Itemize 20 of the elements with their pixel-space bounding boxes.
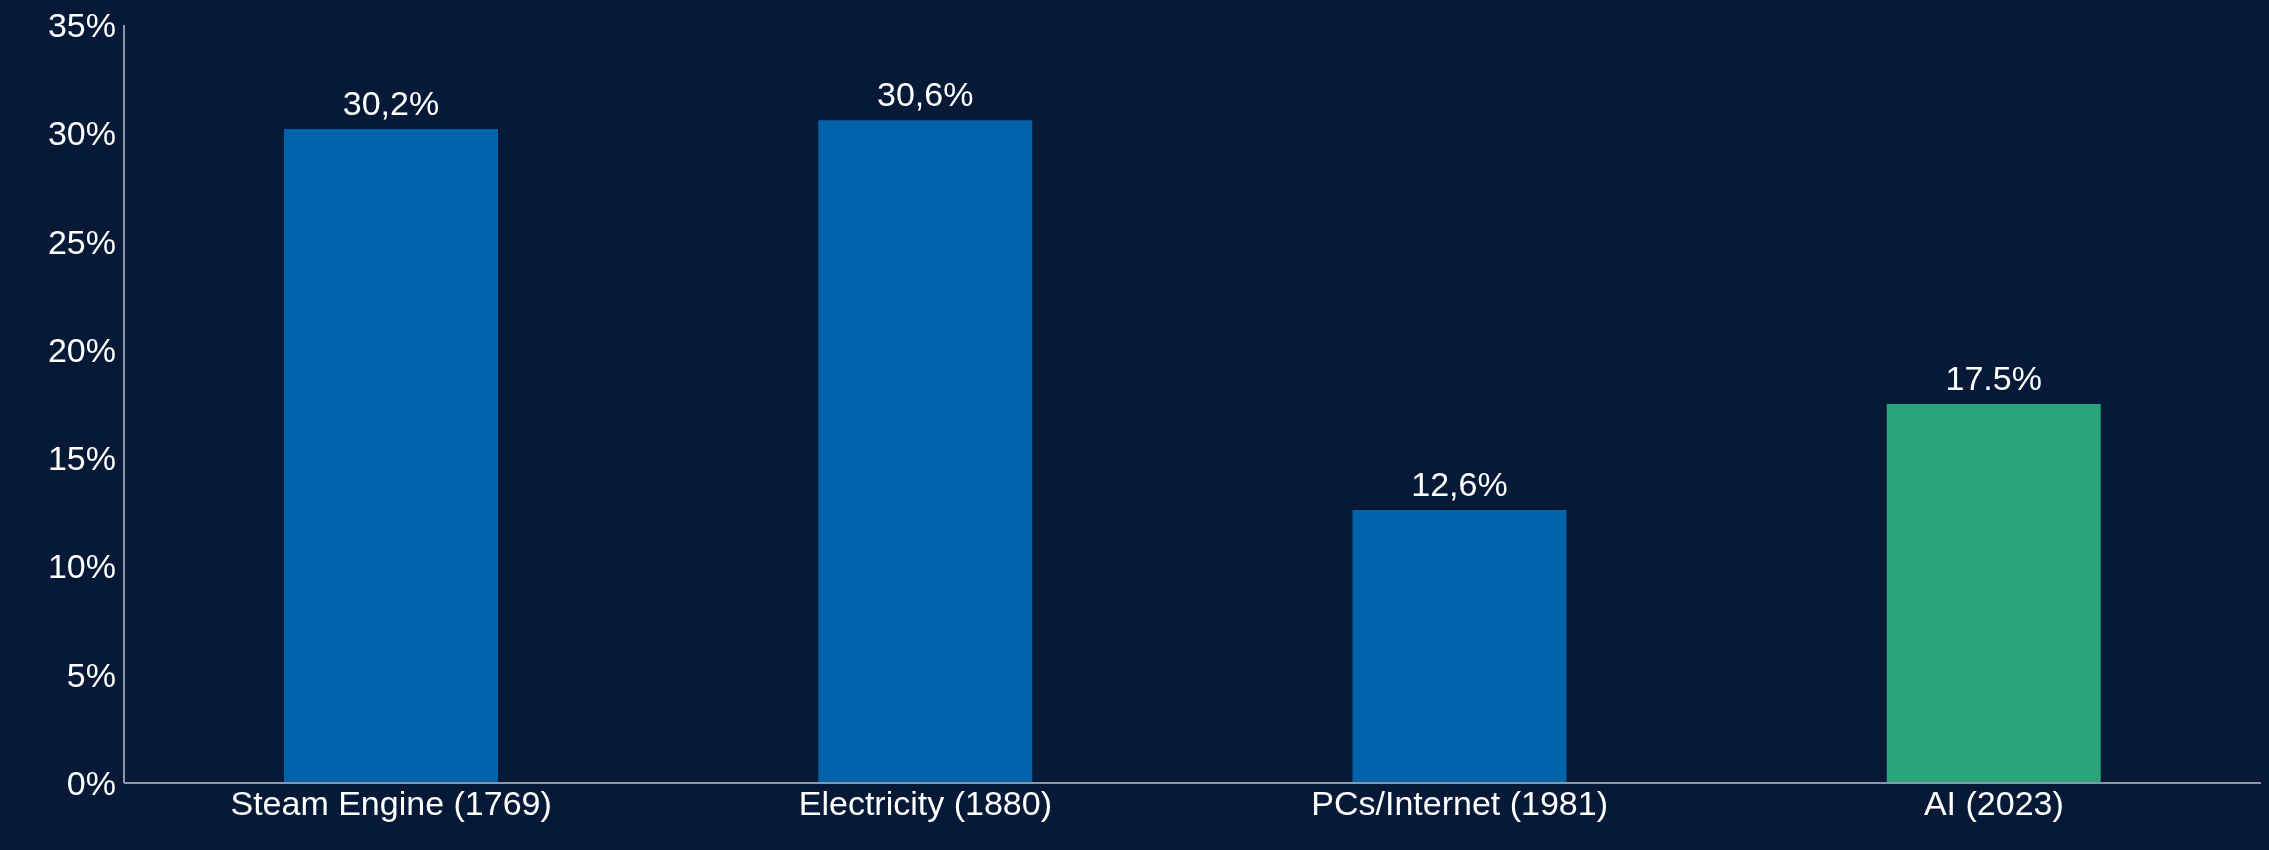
x-tick-label: AI (2023) <box>1923 784 2064 823</box>
y-tick-label: 30% <box>47 114 116 153</box>
x-tick-label: Electricity (1880) <box>798 784 1052 823</box>
x-tick-label: Steam Engine (1769) <box>230 784 552 823</box>
data-label: 30,6% <box>877 75 974 114</box>
bar <box>818 120 1033 783</box>
bar <box>1886 404 2101 783</box>
data-label: 30,2% <box>342 83 440 122</box>
data-label: 12,6% <box>1411 465 1508 504</box>
y-tick-label: 10% <box>47 547 116 586</box>
y-tick-label: 25% <box>47 222 116 261</box>
y-tick-label: 15% <box>47 439 116 478</box>
y-tick-label: 5% <box>66 655 116 694</box>
y-tick-label: 0% <box>66 764 116 803</box>
data-label: 17.5% <box>1945 359 2042 397</box>
bar <box>284 128 498 783</box>
y-tick-label: 35% <box>47 6 116 45</box>
x-tick-label: PCs/Internet (1981) <box>1311 784 1608 823</box>
y-tick-label: 20% <box>47 330 116 369</box>
bar <box>1352 510 1567 783</box>
